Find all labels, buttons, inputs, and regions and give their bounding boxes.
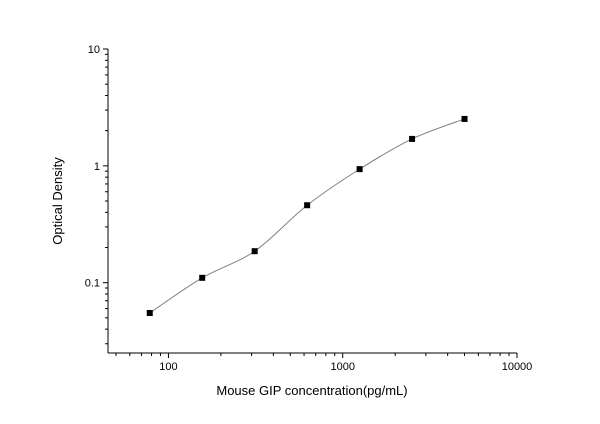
y-axis-title: Optical Density [50,157,65,245]
y-tick-label: 10 [88,44,100,56]
x-axis-title: Mouse GIP concentration(pg/mL) [216,383,407,398]
data-point [199,274,206,281]
data-point [409,135,416,142]
fit-curve [149,118,465,314]
x-tick-label: 1000 [330,361,354,373]
data-point [356,166,363,173]
y-tick-label: 0.1 [85,278,100,290]
x-tick-label: 100 [159,361,177,373]
data-point [251,248,258,255]
y-tick-label: 1 [94,161,100,173]
data-point [304,202,311,209]
ticks: 100 1000 10000 0.1 1 10 [85,44,533,373]
data-point [461,115,468,122]
x-tick-label: 10000 [502,361,533,373]
data-point [146,309,153,316]
data-points [146,115,468,316]
